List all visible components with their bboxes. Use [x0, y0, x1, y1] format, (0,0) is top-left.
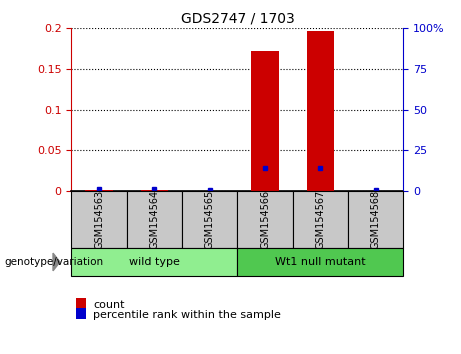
Bar — [141, 190, 168, 191]
Text: genotype/variation: genotype/variation — [5, 257, 104, 267]
Title: GDS2747 / 1703: GDS2747 / 1703 — [181, 12, 294, 26]
Text: GSM154565: GSM154565 — [205, 190, 215, 249]
Bar — [85, 190, 113, 191]
Text: percentile rank within the sample: percentile rank within the sample — [93, 310, 281, 320]
Polygon shape — [53, 253, 60, 271]
Text: GSM154568: GSM154568 — [371, 190, 381, 249]
FancyBboxPatch shape — [293, 191, 348, 248]
FancyBboxPatch shape — [237, 248, 403, 276]
Bar — [307, 31, 334, 191]
FancyBboxPatch shape — [127, 191, 182, 248]
Text: GSM154566: GSM154566 — [260, 190, 270, 249]
Text: wild type: wild type — [129, 257, 180, 267]
FancyBboxPatch shape — [71, 191, 127, 248]
Bar — [251, 51, 279, 191]
FancyBboxPatch shape — [182, 191, 237, 248]
Text: GSM154563: GSM154563 — [94, 190, 104, 249]
Text: Wt1 null mutant: Wt1 null mutant — [275, 257, 366, 267]
Text: GSM154567: GSM154567 — [315, 190, 325, 249]
Text: count: count — [93, 300, 124, 310]
FancyBboxPatch shape — [237, 191, 293, 248]
FancyBboxPatch shape — [348, 191, 403, 248]
FancyBboxPatch shape — [71, 248, 237, 276]
Text: GSM154564: GSM154564 — [149, 190, 160, 249]
